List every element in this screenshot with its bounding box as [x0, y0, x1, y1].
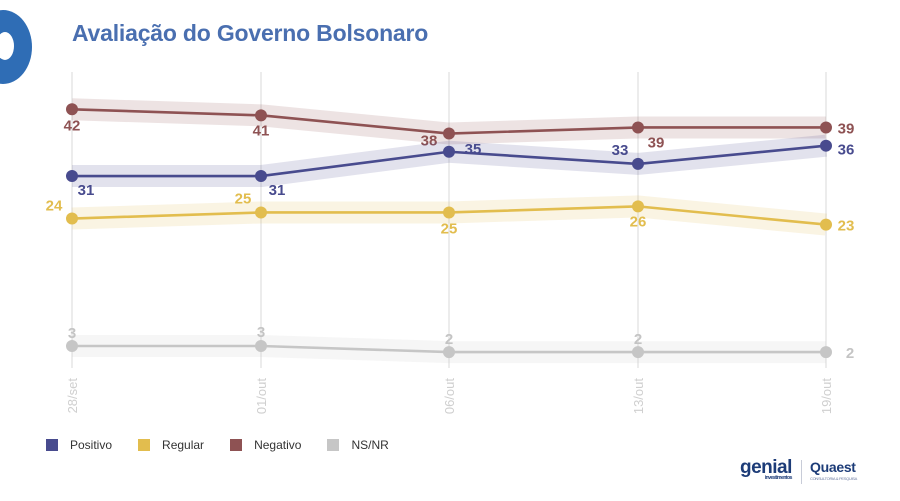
genial-logo-text: genial	[740, 457, 792, 478]
point-negativo-3	[632, 121, 644, 134]
point-positivo-0	[66, 170, 78, 183]
legend-swatch-negativo	[230, 439, 243, 451]
data-label-regular-1: 25	[235, 190, 252, 207]
quaest-logo-subtext: CONSULTORIA & PESQUISA	[810, 476, 858, 481]
data-label-ns-nr-3: 2	[634, 331, 642, 348]
logo-divider	[801, 460, 802, 484]
point-ns-nr-2	[443, 346, 455, 359]
data-label-positivo-1: 31	[269, 182, 286, 199]
legend-swatch-regular	[138, 439, 151, 451]
point-regular-1	[255, 206, 267, 219]
point-positivo-2	[443, 145, 455, 158]
data-label-ns-nr-2: 2	[445, 331, 453, 348]
data-label-regular-0: 24	[46, 198, 63, 215]
data-label-positivo-2: 35	[465, 141, 482, 158]
genial-logo: genial investimentos	[740, 457, 792, 481]
quaest-logo: Quaest CONSULTORIA & PESQUISA	[810, 459, 857, 481]
quaest-logo-text: Quaest	[810, 459, 856, 475]
point-regular-2	[443, 206, 455, 219]
point-positivo-3	[632, 157, 644, 170]
point-ns-nr-0	[66, 340, 78, 352]
data-label-negativo-3: 39	[648, 134, 665, 151]
point-negativo-1	[255, 109, 267, 122]
data-label-negativo-4: 39	[838, 120, 855, 137]
legend-label-ns-nr: NS/NR	[351, 438, 389, 452]
data-label-positivo-4: 36	[838, 142, 855, 159]
legend-item-negativo: Negativo	[230, 438, 301, 452]
legend-label-negativo: Negativo	[254, 438, 302, 452]
data-label-negativo-1: 41	[253, 122, 270, 139]
data-label-positivo-0: 31	[78, 182, 95, 199]
data-label-ns-nr-0: 3	[68, 325, 76, 342]
data-label-negativo-0: 42	[64, 117, 81, 134]
data-label-regular-4: 23	[838, 218, 855, 235]
legend-swatch-positivo	[46, 439, 58, 451]
point-positivo-4	[820, 139, 832, 152]
point-regular-4	[820, 218, 832, 231]
x-tick-label-2: 06/out	[442, 378, 457, 415]
point-negativo-4	[820, 121, 832, 134]
data-label-ns-nr-4: 2	[846, 345, 854, 362]
genial-logo-subtext: investimentos	[764, 475, 793, 481]
data-label-positivo-3: 33	[612, 142, 629, 159]
legend-item-positivo: Positivo	[46, 438, 112, 452]
point-ns-nr-4	[820, 346, 832, 359]
legend-item-ns-nr: NS/NR	[327, 438, 389, 452]
legend-label-regular: Regular	[162, 438, 205, 452]
legend-label-positivo: Positivo	[70, 438, 113, 452]
x-tick-label-4: 19/out	[819, 378, 834, 415]
point-regular-0	[66, 212, 78, 225]
x-tick-label-1: 01/out	[254, 378, 269, 415]
point-negativo-2	[443, 127, 455, 140]
data-label-regular-2: 25	[441, 220, 458, 237]
point-positivo-1	[255, 170, 267, 183]
point-ns-nr-1	[255, 340, 267, 352]
x-tick-label-3: 13/out	[631, 378, 646, 415]
chart-title: Avaliação do Governo Bolsonaro	[72, 20, 429, 46]
point-ns-nr-3	[632, 346, 644, 359]
chart-legend: Positivo Regular Negativo NS/NR	[46, 438, 415, 452]
x-tick-label-0: 28/set	[65, 378, 80, 414]
point-regular-3	[632, 200, 644, 213]
line-chart: 28/set 01/out 06/out 13/out 19/out 42 41 38 39 39…	[46, 72, 855, 415]
point-negativo-0	[66, 103, 78, 116]
data-label-ns-nr-1: 3	[257, 324, 265, 341]
legend-item-regular: Regular	[138, 438, 204, 452]
legend-swatch-ns-nr	[327, 439, 340, 451]
data-label-regular-3: 26	[630, 213, 647, 230]
data-label-negativo-2: 38	[421, 133, 438, 150]
